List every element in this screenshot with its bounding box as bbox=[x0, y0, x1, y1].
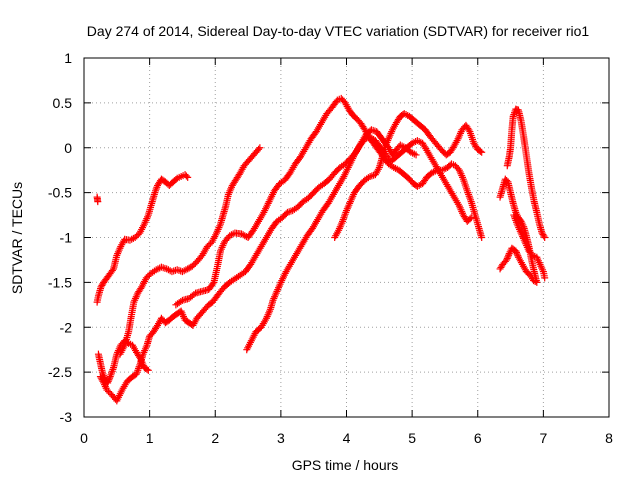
y-tick-label: 0 bbox=[64, 140, 72, 156]
axis-ticks bbox=[83, 57, 610, 418]
data-point bbox=[514, 253, 522, 261]
data-point bbox=[184, 173, 192, 181]
data-point bbox=[412, 151, 420, 159]
data-point bbox=[203, 242, 211, 250]
data-point bbox=[143, 365, 151, 373]
data-point bbox=[128, 235, 136, 243]
data-point bbox=[415, 137, 423, 145]
data-point bbox=[478, 234, 486, 241]
x-tick-label: 4 bbox=[343, 430, 351, 446]
data-point bbox=[505, 251, 513, 259]
data-point bbox=[505, 250, 513, 258]
y-tick-label: -2.5 bbox=[48, 364, 72, 380]
data-point bbox=[533, 278, 541, 286]
data-point bbox=[478, 148, 486, 156]
data-point bbox=[106, 374, 114, 382]
data-point bbox=[131, 234, 139, 241]
data-points bbox=[93, 94, 549, 405]
x-tick-label: 7 bbox=[539, 430, 547, 446]
y-tick-label: 1 bbox=[64, 50, 72, 66]
x-tick-label: 3 bbox=[277, 430, 285, 446]
x-tick-label: 1 bbox=[146, 430, 154, 446]
x-tick-label: 8 bbox=[605, 430, 613, 446]
x-tick-label: 5 bbox=[408, 430, 416, 446]
y-tick-label: -1 bbox=[60, 230, 73, 246]
data-point bbox=[103, 386, 111, 394]
data-point bbox=[142, 274, 150, 282]
data-point bbox=[98, 376, 106, 384]
y-tick-label: -0.5 bbox=[48, 185, 72, 201]
data-point bbox=[513, 250, 521, 258]
data-point bbox=[144, 366, 152, 374]
y-tick-label: -2 bbox=[60, 319, 73, 335]
data-point bbox=[255, 145, 263, 153]
data-point bbox=[209, 280, 217, 288]
data-point bbox=[144, 272, 152, 280]
x-axis-label: GPS time / hours bbox=[292, 457, 399, 473]
data-point bbox=[466, 215, 474, 223]
y-tick-label: 0.5 bbox=[53, 95, 73, 111]
data-point bbox=[514, 252, 522, 260]
data-point bbox=[182, 172, 190, 180]
data-point bbox=[99, 377, 107, 385]
data-point bbox=[133, 232, 141, 240]
data-point bbox=[541, 274, 549, 282]
data-point bbox=[504, 253, 512, 261]
chart-title: Day 274 of 2014, Sidereal Day-to-day VTE… bbox=[87, 23, 590, 39]
data-point bbox=[467, 214, 475, 222]
x-tick-label: 2 bbox=[211, 430, 219, 446]
x-tick-labels: 0 1 2 3 4 5 6 7 8 bbox=[80, 430, 613, 446]
x-tick-label: 6 bbox=[474, 430, 482, 446]
data-point bbox=[540, 232, 548, 240]
data-point bbox=[105, 388, 112, 396]
data-point bbox=[256, 144, 264, 152]
data-point bbox=[188, 262, 196, 270]
data-point bbox=[190, 261, 198, 269]
data-point bbox=[108, 266, 116, 274]
data-point bbox=[497, 263, 505, 271]
data-point bbox=[476, 147, 484, 155]
x-tick-label: 0 bbox=[80, 430, 88, 446]
data-point bbox=[105, 376, 113, 384]
data-point bbox=[97, 374, 105, 382]
y-tick-label: -1.5 bbox=[48, 274, 72, 290]
data-point bbox=[96, 373, 104, 381]
data-point bbox=[415, 181, 423, 189]
data-point bbox=[496, 265, 504, 273]
y-tick-label: -3 bbox=[60, 409, 73, 425]
y-tick-labels: 1 0.5 0 -0.5 -1 -1.5 -2 -2.5 -3 bbox=[48, 50, 72, 425]
data-point bbox=[94, 198, 102, 206]
data-point bbox=[205, 241, 213, 249]
y-axis-label: SDTVAR / TECUs bbox=[9, 182, 25, 294]
data-point bbox=[541, 234, 549, 241]
data-point bbox=[177, 297, 185, 305]
data-point bbox=[465, 126, 473, 134]
